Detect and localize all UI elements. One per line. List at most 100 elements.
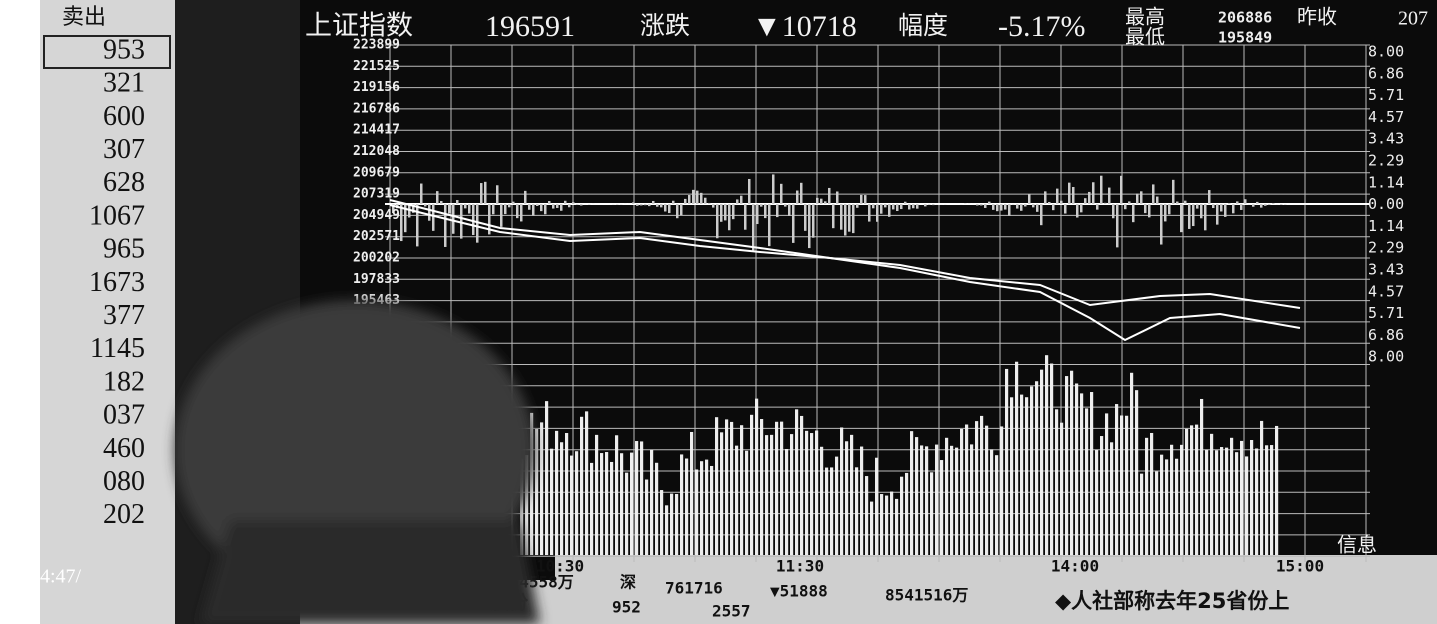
breadth-bar: [444, 204, 447, 247]
volume-bar: [775, 421, 779, 555]
volume-bar: [720, 432, 724, 555]
volume-bar: [700, 461, 704, 555]
volume-bar: [1030, 386, 1034, 555]
breadth-bar: [1252, 204, 1255, 207]
volume-bar: [1205, 449, 1209, 555]
breadth-bar: [908, 204, 911, 210]
volume-bar: [1080, 393, 1084, 555]
breadth-bar: [1212, 204, 1215, 209]
panel-footer: 4:47/: [40, 566, 82, 588]
border: [0, 0, 40, 624]
time-label: 14:00: [1051, 557, 1099, 576]
breadth-bar: [536, 204, 539, 206]
breadth-bar: [1084, 198, 1087, 204]
breadth-bar: [468, 204, 471, 214]
volume-bar: [1260, 420, 1264, 555]
volume-bar: [935, 444, 939, 555]
volume-bar: [805, 430, 809, 555]
breadth-bar: [664, 204, 667, 212]
breadth-bar: [776, 204, 779, 218]
news-ticker: ◆人社部称去年25省份上: [1055, 589, 1289, 613]
breadth-bar: [480, 183, 483, 204]
panel-title: 卖出: [62, 5, 106, 30]
breadth-bar: [1052, 204, 1055, 211]
breadth-bar: [652, 200, 655, 204]
breadth-bar: [560, 204, 563, 211]
right-axis-label: 5.71: [1368, 304, 1404, 322]
volume-bar: [1150, 432, 1154, 555]
breadth-bar: [1188, 204, 1191, 229]
volume-bar: [990, 449, 994, 555]
order-value: 377: [103, 300, 145, 331]
breadth-bar: [1156, 196, 1159, 204]
stock-b: 2557: [712, 602, 751, 621]
breadth-bar: [760, 204, 763, 207]
breadth-bar: [796, 190, 799, 204]
breadth-bar: [524, 190, 527, 204]
breadth-bar: [748, 178, 751, 204]
right-axis-label: 5.71: [1368, 86, 1404, 104]
volume-bar: [575, 451, 579, 555]
volume-bar: [900, 476, 904, 555]
breadth-bar: [1072, 186, 1075, 204]
volume-bar: [680, 454, 684, 555]
breadth-bar: [500, 204, 503, 227]
volume-bar: [980, 415, 984, 555]
left-axis-label: 204949: [353, 208, 400, 223]
breadth-bar: [824, 201, 827, 204]
volume-bar: [620, 453, 624, 555]
change: ▼10718: [752, 10, 857, 43]
right-axis-label: 8.00: [1368, 348, 1404, 366]
breadth-bar: [732, 204, 735, 220]
volume-bar: [1275, 425, 1279, 555]
volume-bar: [810, 433, 814, 555]
order-value: 202: [103, 499, 145, 530]
breadth-bar: [656, 204, 659, 207]
order-value: 600: [103, 101, 145, 132]
breadth-bar: [1268, 204, 1271, 206]
order-value: 1067: [89, 200, 145, 231]
breadth-bar: [1032, 204, 1035, 208]
breadth-bar: [720, 204, 723, 222]
volume-bar: [785, 448, 789, 555]
breadth-bar: [1008, 204, 1011, 216]
breadth-bar: [788, 204, 791, 216]
breadth-bar: [752, 204, 755, 251]
highlight-box: [43, 35, 171, 69]
breadth-bar: [1192, 204, 1195, 227]
order-value: 953: [103, 34, 145, 65]
volume-bar: [880, 494, 884, 555]
volume-bar: [545, 401, 549, 555]
range: -5.17%: [998, 10, 1085, 43]
breadth-bar: [520, 204, 523, 222]
volume-bar: [535, 428, 539, 555]
breadth-bar: [984, 204, 987, 208]
volume-bar: [855, 467, 859, 555]
breadth-bar: [460, 204, 463, 239]
breadth-bar: [548, 201, 551, 204]
breadth-bar: [1004, 204, 1007, 210]
breadth-bar: [648, 204, 651, 207]
volume-bar: [1165, 459, 1169, 555]
breadth-bar: [880, 204, 883, 214]
time-label: 11:30: [776, 557, 824, 576]
volume-bar: [1250, 440, 1254, 555]
breadth-bar: [472, 204, 475, 236]
volume-bar: [1075, 383, 1079, 555]
sz-amount: 8541516万: [885, 586, 968, 605]
volume-bar: [920, 445, 924, 555]
volume-bar: [725, 419, 729, 555]
volume-bar: [865, 476, 869, 555]
breadth-bar: [888, 204, 891, 217]
chart-marks: [389, 174, 1307, 555]
volume-bar: [695, 469, 699, 555]
breadth-bar: [872, 204, 875, 209]
volume-bar: [1100, 436, 1104, 555]
volume-bar: [1210, 433, 1214, 555]
right-axis-label: 6.86: [1368, 326, 1404, 344]
breadth-bar: [932, 204, 935, 206]
volume-bar: [600, 453, 604, 555]
breadth-bar: [1184, 200, 1187, 204]
breadth-bar: [1280, 204, 1283, 205]
side-label: 信息: [1337, 533, 1377, 557]
